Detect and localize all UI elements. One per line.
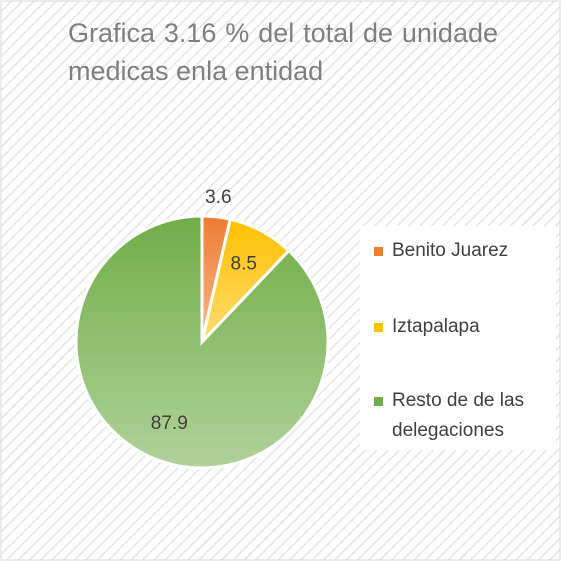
data-label: 8.5 [231, 253, 257, 274]
legend-swatch [374, 247, 383, 256]
legend-label: Iztapalapa [392, 316, 480, 337]
data-label: 87.9 [151, 413, 188, 434]
legend-entry: Benito Juarez [374, 236, 561, 266]
chart-title: Grafica 3.16 % del total de unidade medi… [68, 18, 498, 86]
legend-swatch [374, 397, 383, 406]
legend-entry: Resto de de las delegaciones [374, 386, 561, 446]
pie-slice [74, 214, 330, 470]
legend-label: Benito Juarez [392, 240, 509, 261]
legend-swatch [374, 323, 383, 332]
legend-label: Resto de de las delegaciones [392, 390, 525, 441]
data-label: 3.6 [205, 187, 231, 208]
legend: Benito Juarez Iztapalapa Resto de de las d… [360, 226, 556, 450]
legend-entry: Iztapalapa [374, 312, 561, 342]
